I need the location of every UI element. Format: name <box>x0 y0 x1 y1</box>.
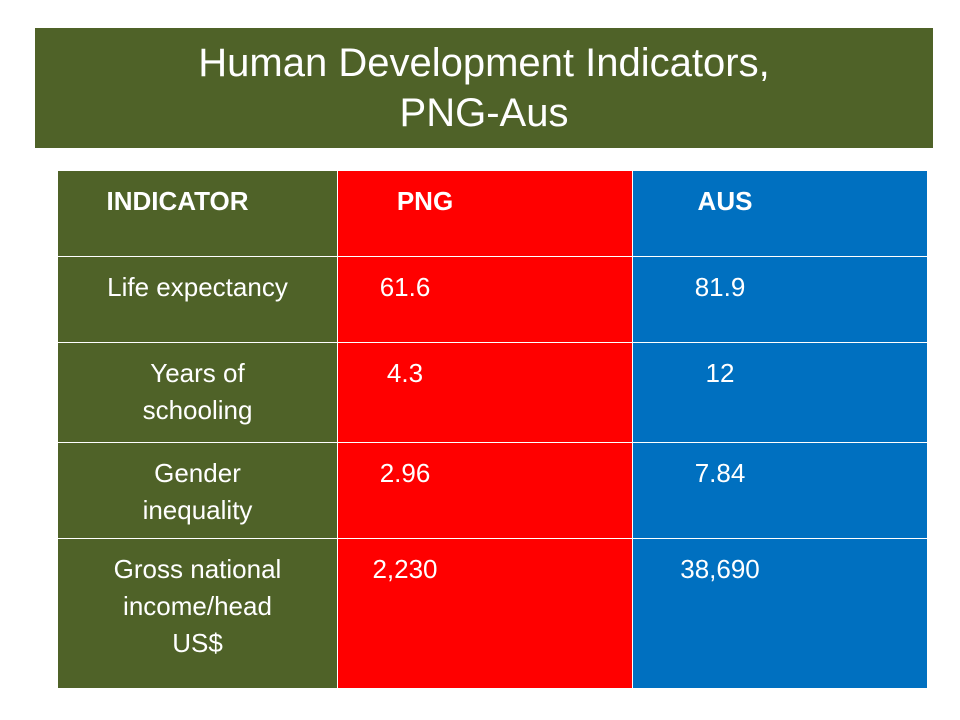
row-label: Gender inequality <box>57 442 338 539</box>
header-indicator: INDICATOR <box>57 170 338 257</box>
aus-value: 7.84 <box>632 442 928 539</box>
aus-value: 81.9 <box>632 256 928 343</box>
row-label: Life expectancy <box>57 256 338 343</box>
row-label-line: Years of <box>150 358 245 388</box>
row-label-line: inequality <box>142 495 253 525</box>
aus-value: 12 <box>632 342 928 443</box>
table-row: Gender inequality 2.96 7.84 <box>57 442 928 539</box>
png-value: 2,230 <box>337 538 633 689</box>
table-header-row: INDICATOR PNG AUS <box>57 170 928 257</box>
png-value: 61.6 <box>337 256 633 343</box>
slide-title: Human Development Indicators, PNG-Aus <box>35 28 933 148</box>
table-row: Gross national income/head US$ 2,230 38,… <box>57 538 928 689</box>
title-line-2: PNG-Aus <box>399 91 569 135</box>
indicators-table: INDICATOR PNG AUS Life expectancy 61.6 8… <box>57 170 928 689</box>
table-row: Years of schooling 4.3 12 <box>57 342 928 443</box>
row-label-line: income/head <box>123 591 272 621</box>
row-label-line: schooling <box>142 395 253 425</box>
aus-value: 38,690 <box>632 538 928 689</box>
title-line-1: Human Development Indicators, <box>198 41 770 85</box>
row-label-line: Life expectancy <box>107 272 288 302</box>
png-value: 2.96 <box>337 442 633 539</box>
table-row: Life expectancy 61.6 81.9 <box>57 256 928 343</box>
header-aus: AUS <box>632 170 928 257</box>
png-value: 4.3 <box>337 342 633 443</box>
row-label: Gross national income/head US$ <box>57 538 338 689</box>
header-png: PNG <box>337 170 633 257</box>
row-label: Years of schooling <box>57 342 338 443</box>
row-label-line: Gender <box>154 458 241 488</box>
row-label-line: Gross national <box>113 554 282 584</box>
row-label-line: US$ <box>172 628 223 658</box>
